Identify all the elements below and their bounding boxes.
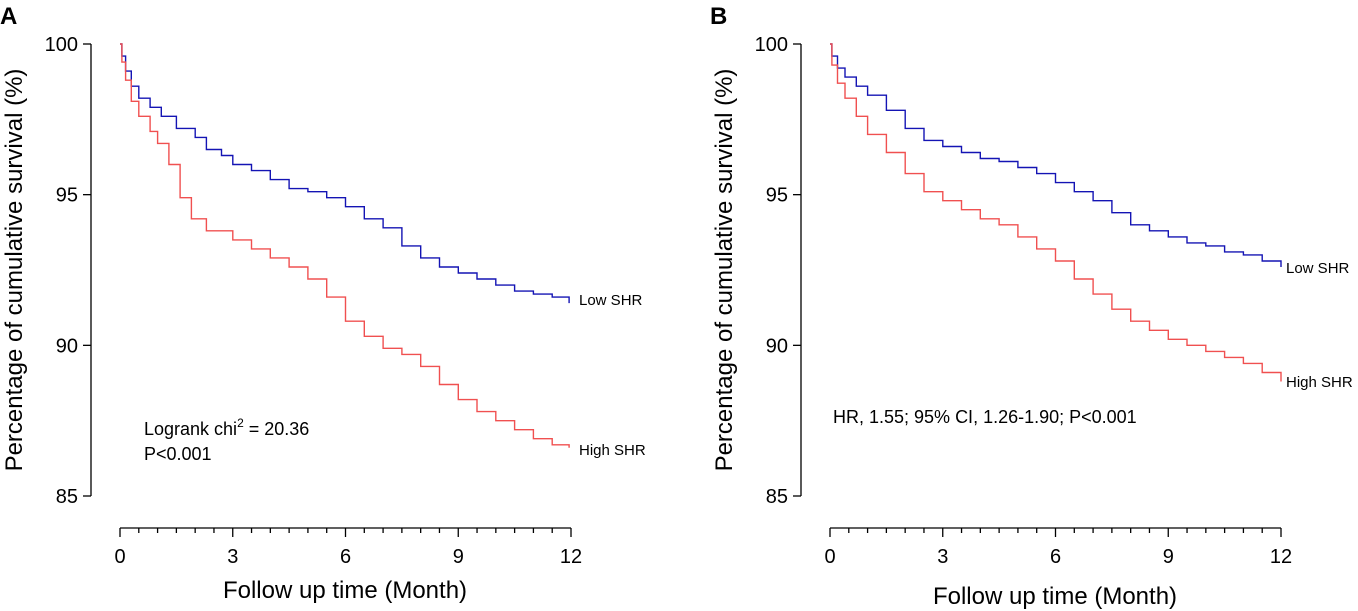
panel-a: A 85 90 95 100 0 3 6 9 12 Low SHR High SHR Logra…: [0, 3, 646, 604]
panel-b-x-tick-label: 6: [1050, 546, 1061, 568]
panel-a-y-axis-title: Percentage of cumulative survival (%): [1, 69, 28, 472]
panel-b-x-tick-label: 9: [1163, 546, 1174, 568]
panel-b-hazard-ratio: HR, 1.55; 95% CI, 1.26-1.90; P<0.001: [833, 407, 1137, 427]
panel-a-x-tick-label: 3: [227, 546, 238, 568]
panel-b-series: [830, 43, 1282, 382]
panel-a-low-shr-curve: [120, 43, 570, 304]
panel-a-letter: A: [0, 3, 17, 30]
panel-b-tick-labels: 85 90 95 100 0 3 6 9 12: [755, 34, 1293, 568]
panel-b-x-tick-label: 0: [824, 546, 835, 568]
panel-b-y-tick-label: 100: [755, 34, 788, 56]
panel-b-label-low-shr: Low SHR: [1286, 260, 1350, 277]
logrank-prefix: Logrank chi: [144, 419, 237, 439]
panel-b-y-tick-label: 90: [766, 335, 788, 357]
panel-b-ticks: [793, 43, 1282, 537]
panel-b-x-axis-title: Follow up time (Month): [933, 583, 1177, 610]
panel-b-low-shr-curve: [830, 43, 1282, 267]
logrank-superscript: 2: [237, 416, 244, 430]
panel-a-x-tick-label: 0: [114, 546, 125, 568]
logrank-value: = 20.36: [244, 419, 310, 439]
panel-a-y-tick-label: 95: [56, 185, 78, 207]
panel-b-high-shr-curve: [830, 43, 1282, 382]
panel-a-high-shr-curve: [120, 43, 570, 448]
panel-a-p-value: P<0.001: [144, 444, 212, 464]
panel-b-x-tick-label: 12: [1270, 546, 1292, 568]
panel-b-y-tick-label: 85: [766, 486, 788, 508]
panel-b-y-axis-title: Percentage of cumulative survival (%): [711, 69, 738, 472]
panel-b-letter: B: [710, 3, 727, 30]
panel-a-y-tick-label: 85: [56, 486, 78, 508]
panel-a-tick-labels: 85 90 95 100 0 3 6 9 12: [45, 34, 583, 568]
panel-a-y-tick-label: 90: [56, 335, 78, 357]
panel-a-ticks: [83, 43, 572, 537]
panel-b: B 85 90 95 100 0 3 6 9 12 Low SHR High SHR HR, 1…: [710, 3, 1353, 610]
panel-b-y-tick-label: 95: [766, 185, 788, 207]
panel-a-logrank-stat: Logrank chi2 = 20.36: [144, 416, 309, 439]
panel-a-label-high-shr: High SHR: [579, 442, 646, 459]
panel-a-label-low-shr: Low SHR: [579, 292, 643, 309]
panel-a-x-axis-title: Follow up time (Month): [223, 577, 467, 604]
panel-a-x-tick-label: 9: [453, 546, 464, 568]
panel-b-x-tick-label: 3: [937, 546, 948, 568]
panel-b-label-high-shr: High SHR: [1286, 374, 1353, 391]
panel-a-x-tick-label: 12: [560, 546, 582, 568]
panel-a-series: [120, 43, 570, 448]
panel-a-y-tick-label: 100: [45, 34, 78, 56]
panel-a-x-tick-label: 6: [340, 546, 351, 568]
